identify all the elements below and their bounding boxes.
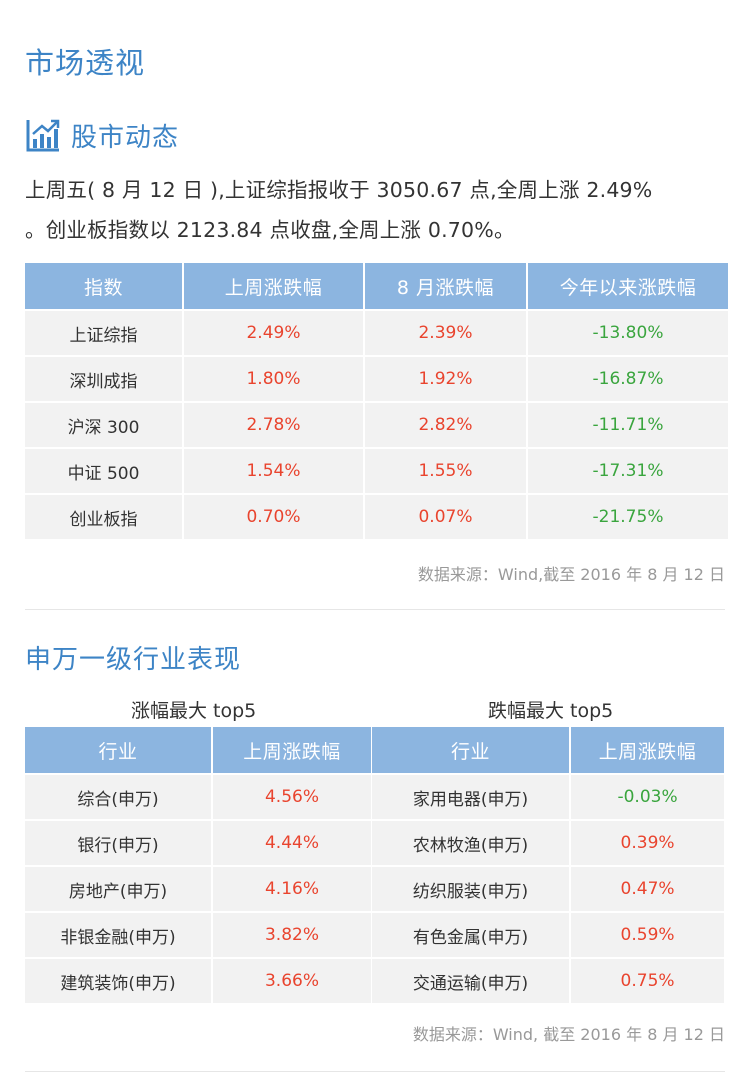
section-title: 股市动态	[71, 122, 180, 153]
ytd-change: -16.87%	[528, 357, 728, 401]
table-row: 农林牧渔(申万) 0.39%	[372, 821, 724, 865]
ytd-change: -11.71%	[528, 403, 728, 447]
table-row: 深圳成指 1.80% 1.92% -16.87%	[25, 357, 728, 401]
intro-paragraph: 上周五( 8 月 12 日 ),上证综指报收于 3050.67 点,全周上涨 2…	[25, 170, 730, 250]
col-header-industry: 行业	[25, 727, 211, 773]
industry-name: 综合(申万)	[25, 775, 211, 819]
week-change: 2.49%	[184, 311, 363, 355]
month-change: 2.82%	[365, 403, 526, 447]
index-name: 沪深 300	[25, 403, 182, 447]
col-header-week: 上周涨跌幅	[213, 727, 371, 773]
week-change: 0.47%	[571, 867, 724, 911]
col-header-ytd: 今年以来涨跌幅	[528, 263, 728, 309]
top-losers-table: 行业 上周涨跌幅 家用电器(申万) -0.03% 农林牧渔(申万) 0.39% …	[370, 725, 726, 1005]
data-source-note: 数据来源：Wind, 截至 2016 年 8 月 12 日	[412, 1025, 725, 1044]
month-change: 0.07%	[365, 495, 526, 539]
industry-name: 非银金融(申万)	[25, 913, 211, 957]
week-change: 0.70%	[184, 495, 363, 539]
table-row: 综合(申万) 4.56%	[25, 775, 371, 819]
ytd-change: -17.31%	[528, 449, 728, 493]
top-gainers-table: 行业 上周涨跌幅 综合(申万) 4.56% 银行(申万) 4.44% 房地产(申…	[23, 725, 373, 1005]
week-change: 4.16%	[213, 867, 371, 911]
divider	[25, 1071, 725, 1072]
index-table: 指数 上周涨跌幅 8 月涨跌幅 今年以来涨跌幅 上证综指 2.49% 2.39%…	[23, 261, 730, 541]
page-title: 市场透视	[25, 46, 146, 80]
ytd-change: -13.80%	[528, 311, 728, 355]
index-name: 中证 500	[25, 449, 182, 493]
table-row: 非银金融(申万) 3.82%	[25, 913, 371, 957]
week-change: 3.66%	[213, 959, 371, 1003]
divider	[25, 609, 725, 610]
industry-name: 房地产(申万)	[25, 867, 211, 911]
month-change: 1.92%	[365, 357, 526, 401]
table-row: 创业板指 0.70% 0.07% -21.75%	[25, 495, 728, 539]
week-change: 1.54%	[184, 449, 363, 493]
table-row: 建筑装饰(申万) 3.66%	[25, 959, 371, 1003]
industry-name: 交通运输(申万)	[372, 959, 570, 1003]
table-row: 交通运输(申万) 0.75%	[372, 959, 724, 1003]
week-change: 4.44%	[213, 821, 371, 865]
industry-name: 纺织服装(申万)	[372, 867, 570, 911]
table-row: 有色金属(申万) 0.59%	[372, 913, 724, 957]
col-header-month: 8 月涨跌幅	[365, 263, 526, 309]
table-row: 家用电器(申万) -0.03%	[372, 775, 724, 819]
industry-name: 家用电器(申万)	[372, 775, 570, 819]
week-change: 0.75%	[571, 959, 724, 1003]
industry-name: 银行(申万)	[25, 821, 211, 865]
industry-name: 农林牧渔(申万)	[372, 821, 570, 865]
table-row: 沪深 300 2.78% 2.82% -11.71%	[25, 403, 728, 447]
industry-name: 建筑装饰(申万)	[25, 959, 211, 1003]
col-header-industry: 行业	[372, 727, 570, 773]
col-header-week: 上周涨跌幅	[571, 727, 724, 773]
index-name: 深圳成指	[25, 357, 182, 401]
index-name: 上证综指	[25, 311, 182, 355]
losers-caption: 跌幅最大 top5	[488, 700, 614, 722]
section-header-stock: 股市动态	[25, 115, 179, 155]
table-row: 纺织服装(申万) 0.47%	[372, 867, 724, 911]
week-change: 2.78%	[184, 403, 363, 447]
ytd-change: -21.75%	[528, 495, 728, 539]
table-row: 银行(申万) 4.44%	[25, 821, 371, 865]
bar-chart-rising-icon	[25, 117, 61, 153]
col-header-week: 上周涨跌幅	[184, 263, 363, 309]
week-change: 1.80%	[184, 357, 363, 401]
week-change: 3.82%	[213, 913, 371, 957]
gainers-caption: 涨幅最大 top5	[131, 700, 257, 722]
week-change: -0.03%	[571, 775, 724, 819]
industry-name: 有色金属(申万)	[372, 913, 570, 957]
month-change: 2.39%	[365, 311, 526, 355]
table-row: 中证 500 1.54% 1.55% -17.31%	[25, 449, 728, 493]
table-row: 房地产(申万) 4.16%	[25, 867, 371, 911]
col-header-index: 指数	[25, 263, 182, 309]
industry-section-title: 申万一级行业表现	[25, 645, 242, 675]
week-change: 4.56%	[213, 775, 371, 819]
table-row: 上证综指 2.49% 2.39% -13.80%	[25, 311, 728, 355]
data-source-note: 数据来源：Wind,截至 2016 年 8 月 12 日	[417, 565, 725, 584]
intro-line-1: 上周五( 8 月 12 日 ),上证综指报收于 3050.67 点,全周上涨 2…	[25, 178, 653, 202]
week-change: 0.39%	[571, 821, 724, 865]
month-change: 1.55%	[365, 449, 526, 493]
index-name: 创业板指	[25, 495, 182, 539]
table-header-row: 指数 上周涨跌幅 8 月涨跌幅 今年以来涨跌幅	[25, 263, 728, 309]
week-change: 0.59%	[571, 913, 724, 957]
table-header-row: 行业 上周涨跌幅	[25, 727, 371, 773]
intro-line-2: 。创业板指数以 2123.84 点收盘,全周上涨 0.70%。	[25, 218, 515, 242]
table-header-row: 行业 上周涨跌幅	[372, 727, 724, 773]
